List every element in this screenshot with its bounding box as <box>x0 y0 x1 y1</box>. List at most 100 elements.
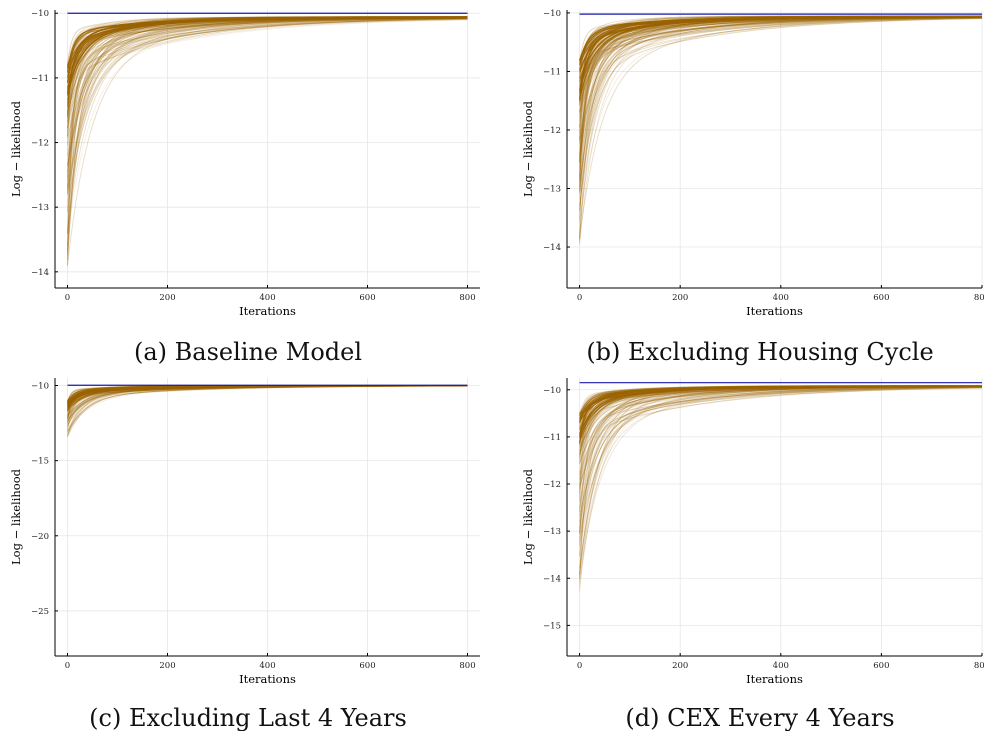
trace-line <box>579 385 982 488</box>
trace-line <box>579 16 982 102</box>
trace-line <box>67 17 468 112</box>
trace-line <box>67 17 468 188</box>
trace-line <box>67 17 468 266</box>
trace-line <box>67 19 468 193</box>
trace-line <box>579 17 982 188</box>
trace-line <box>579 385 982 525</box>
y-tick-label: −13 <box>543 185 561 195</box>
trace-line <box>579 387 982 585</box>
trace-line <box>579 386 982 548</box>
trace-group <box>579 385 982 593</box>
trace-line <box>579 17 982 182</box>
trace-line <box>579 15 982 64</box>
trace-line <box>579 386 982 476</box>
trace-line <box>67 17 468 145</box>
trace-line <box>579 16 982 140</box>
trace-line <box>67 385 468 427</box>
trace-line <box>579 16 982 205</box>
trace-line <box>67 385 468 420</box>
trace-line <box>579 17 982 146</box>
panel-caption: (d) CEX Every 4 Years <box>625 704 894 731</box>
x-tick-label: 800 <box>459 293 475 303</box>
trace-line <box>67 18 468 196</box>
x-tick-label: 400 <box>773 293 789 303</box>
trace-line <box>579 386 982 579</box>
trace-line <box>579 16 982 113</box>
panel-1: 0 200 400 600 800 −14 −13 −12 −11 −10 Iterations Lo… <box>9 9 480 366</box>
trace-line <box>579 385 982 512</box>
trace-line <box>579 385 982 464</box>
trace-line <box>579 16 982 155</box>
trace-line <box>67 17 468 194</box>
trace-line <box>579 16 982 112</box>
trace-line <box>579 17 982 119</box>
trace-line <box>579 17 982 144</box>
trace-line <box>67 385 468 432</box>
trace-line <box>579 16 982 164</box>
trace-line <box>579 386 982 475</box>
trace-line <box>67 385 468 418</box>
trace-line <box>579 386 982 554</box>
x-tick-label: 400 <box>259 293 275 303</box>
trace-line <box>579 16 982 191</box>
trace-line <box>579 386 982 576</box>
trace-line <box>67 385 468 431</box>
trace-line <box>579 16 982 238</box>
y-tick-label: −10 <box>31 9 49 19</box>
trace-line <box>67 16 468 69</box>
trace-line <box>67 385 468 423</box>
trace-line <box>579 385 982 509</box>
trace-line <box>579 385 982 452</box>
trace-line <box>67 17 468 196</box>
trace-line <box>67 18 468 177</box>
y-tick-label: −11 <box>543 67 561 77</box>
trace-line <box>67 16 468 247</box>
trace-line <box>67 16 468 65</box>
trace-line <box>67 385 468 427</box>
trace-line <box>67 385 468 417</box>
trace-line <box>67 17 468 255</box>
trace-line <box>67 17 468 116</box>
trace-line <box>579 386 982 539</box>
y-tick-label: −13 <box>543 527 561 537</box>
x-tick-label: 600 <box>873 293 889 303</box>
trace-line <box>67 17 468 234</box>
y-axis-label: Log − likelihood <box>9 468 23 565</box>
trace-line <box>67 17 468 194</box>
y-axis-label: Log − likelihood <box>521 100 535 197</box>
trace-line <box>579 15 982 246</box>
trace-line <box>579 387 982 581</box>
trace-line <box>67 17 468 139</box>
x-tick-label: 800 <box>974 661 984 671</box>
trace-line <box>67 17 468 131</box>
trace-line <box>579 387 982 541</box>
y-tick-label: −10 <box>543 386 561 396</box>
trace-line <box>579 16 982 235</box>
trace-line <box>67 16 468 182</box>
trace-line <box>67 17 468 172</box>
panel-caption: (a) Baseline Model <box>134 338 362 366</box>
trace-line <box>579 18 982 240</box>
trace-line <box>579 16 982 162</box>
trace-line <box>579 385 982 459</box>
trace-line <box>67 18 468 187</box>
trace-line <box>579 17 982 212</box>
trace-line <box>67 17 468 157</box>
trace-line <box>67 17 468 203</box>
panel-caption: (b) Excluding Housing Cycle <box>586 338 933 366</box>
trace-line <box>67 16 468 233</box>
trace-line <box>579 16 982 98</box>
trace-line <box>579 17 982 164</box>
trace-line <box>67 17 468 266</box>
x-tick-label: 400 <box>773 661 789 671</box>
trace-line <box>67 385 468 437</box>
trace-line <box>579 387 982 533</box>
y-tick-label: −25 <box>31 607 49 617</box>
trace-line <box>579 386 982 489</box>
trace-line <box>579 386 982 508</box>
x-tick-label: 200 <box>672 661 688 671</box>
trace-line <box>579 386 982 557</box>
trace-line <box>579 16 982 161</box>
trace-line <box>579 17 982 184</box>
y-tick-label: −15 <box>31 457 49 467</box>
